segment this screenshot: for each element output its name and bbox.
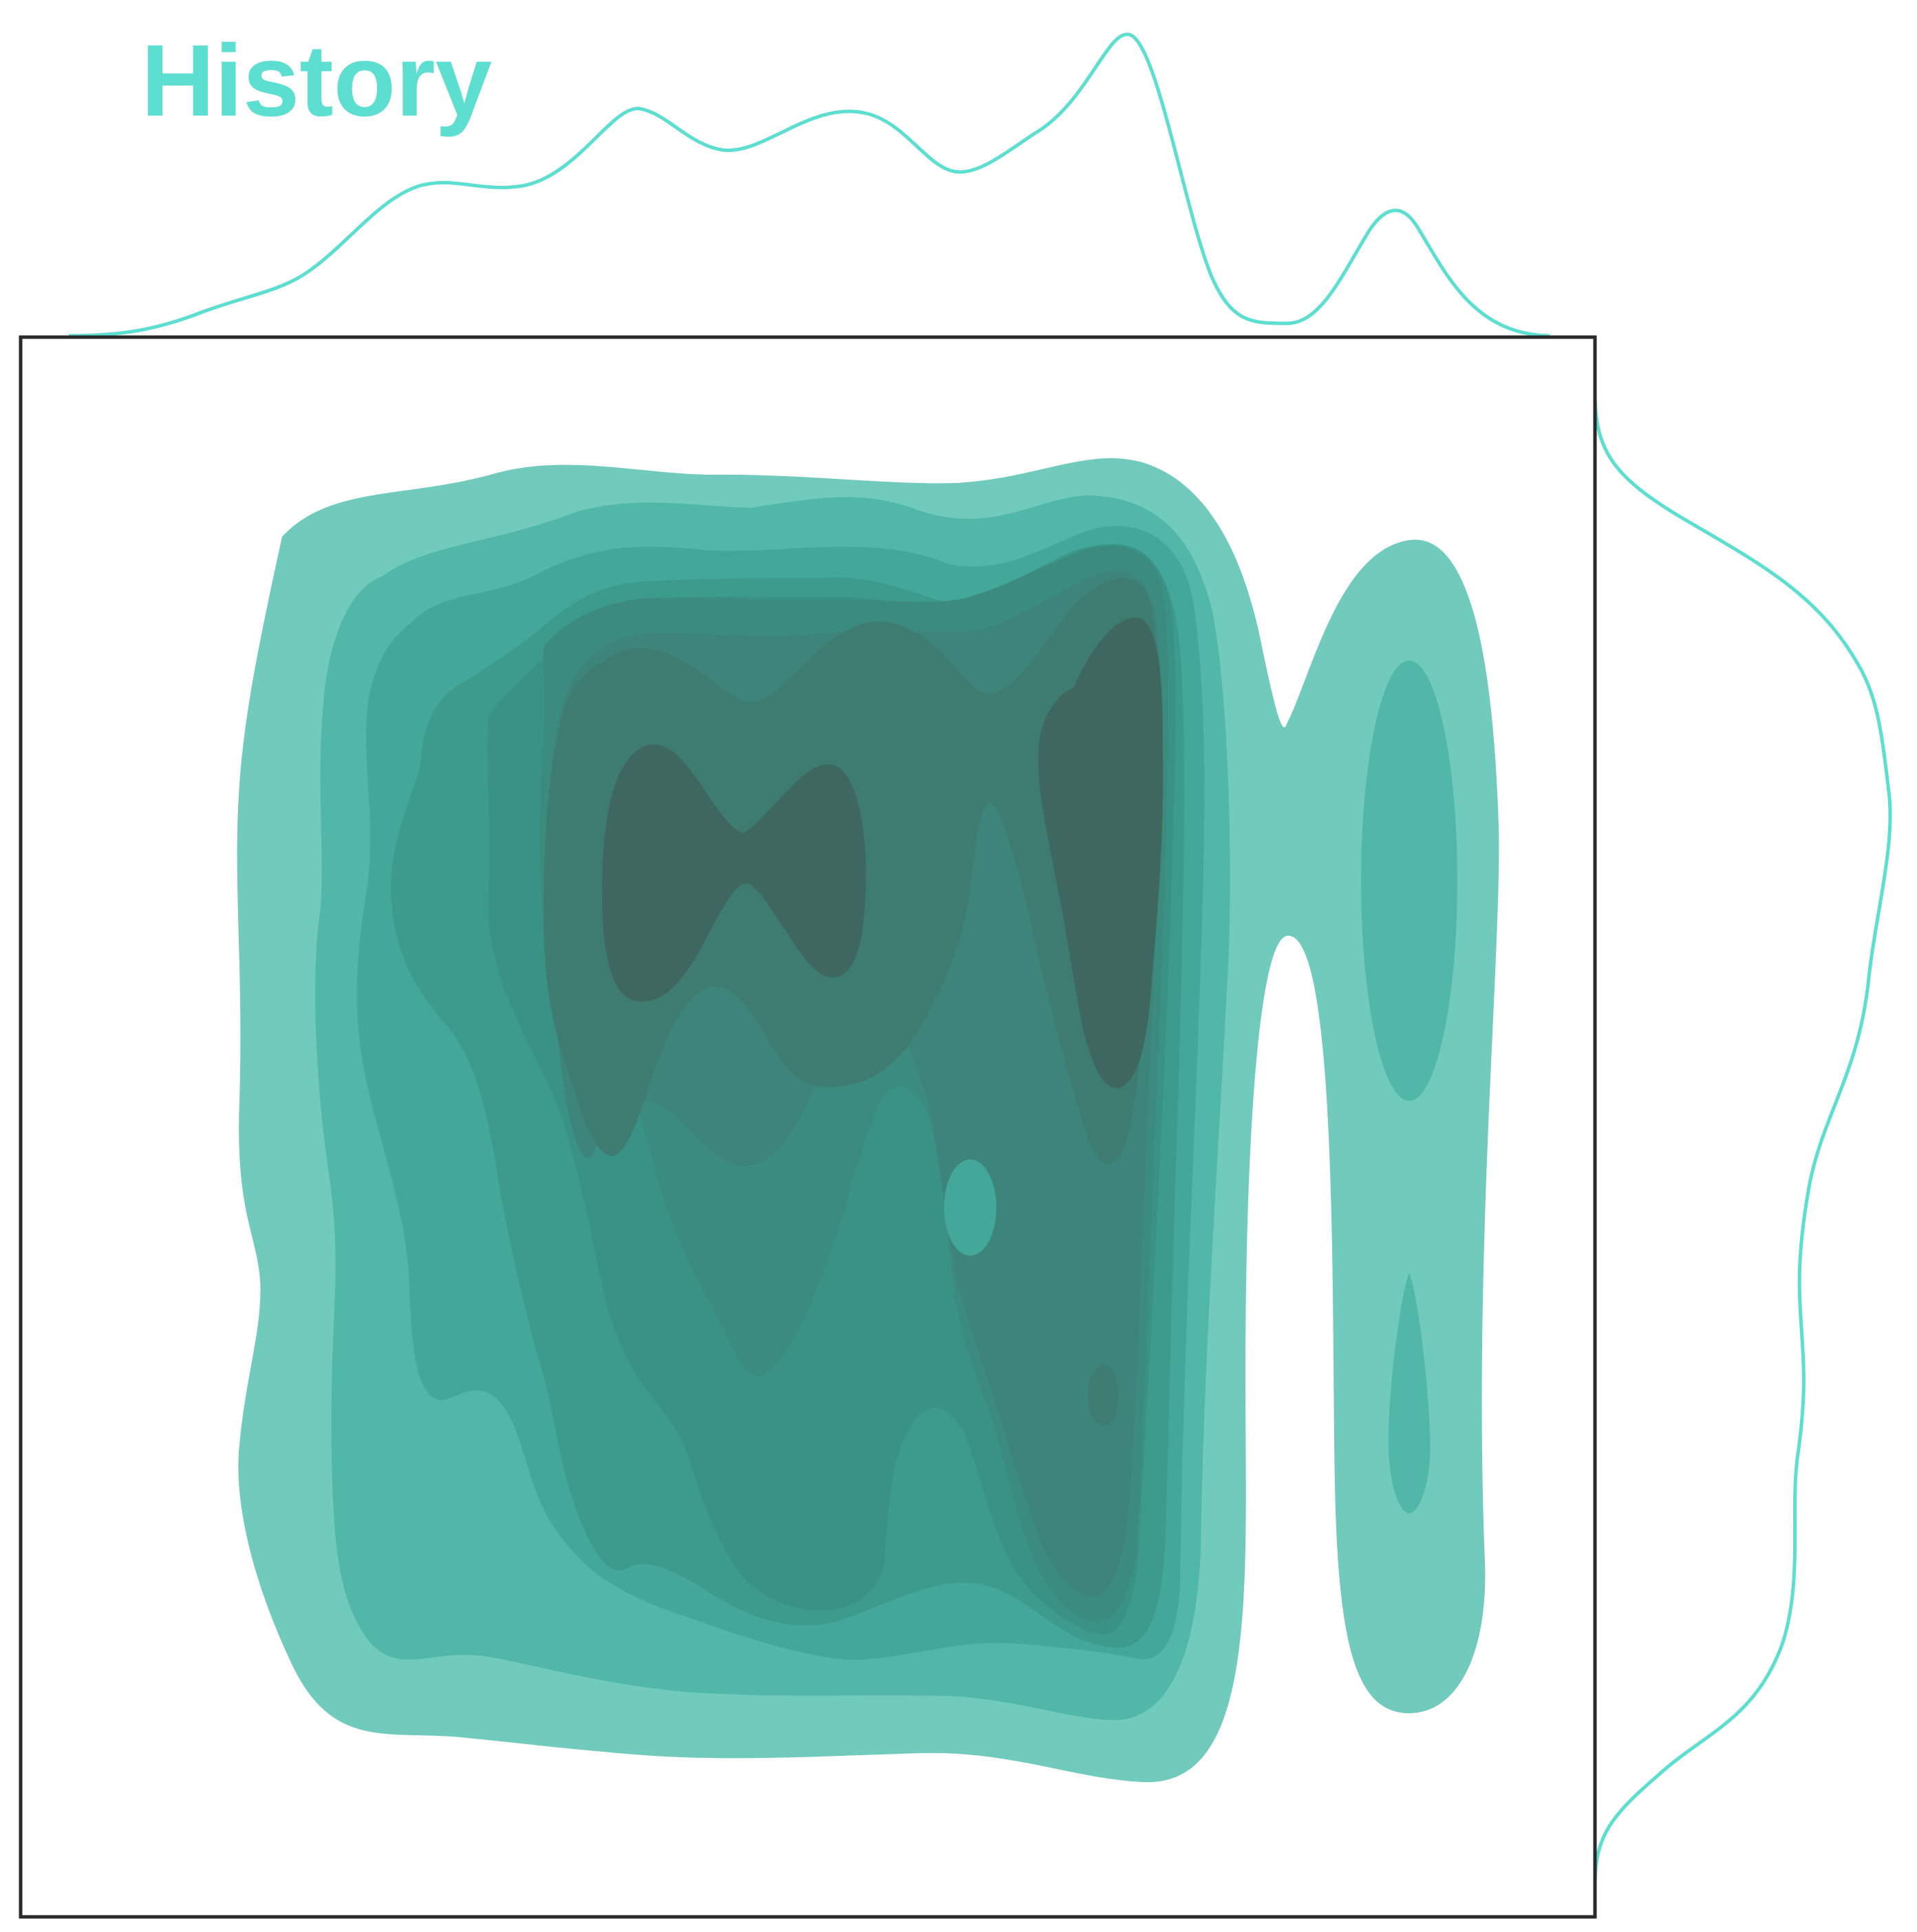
contour-level-9-peak-left bbox=[602, 744, 866, 1002]
density-blob-lower-small bbox=[779, 1468, 841, 1571]
marginal-y-density-line bbox=[1593, 391, 1892, 1886]
density-blob-right-column-upper bbox=[1361, 661, 1457, 1101]
density-contours bbox=[237, 458, 1499, 1783]
density-blob-lower-right-small bbox=[1088, 1364, 1118, 1426]
chart-title: History bbox=[141, 24, 492, 138]
density-blob-right-column-lower bbox=[1388, 1273, 1431, 1514]
density-blob-mid-small bbox=[944, 1159, 996, 1256]
joint-plot-frame bbox=[19, 335, 1597, 1919]
marginal-x-density-line bbox=[68, 32, 1550, 338]
contour-level-9-peak-right bbox=[1038, 617, 1164, 1088]
